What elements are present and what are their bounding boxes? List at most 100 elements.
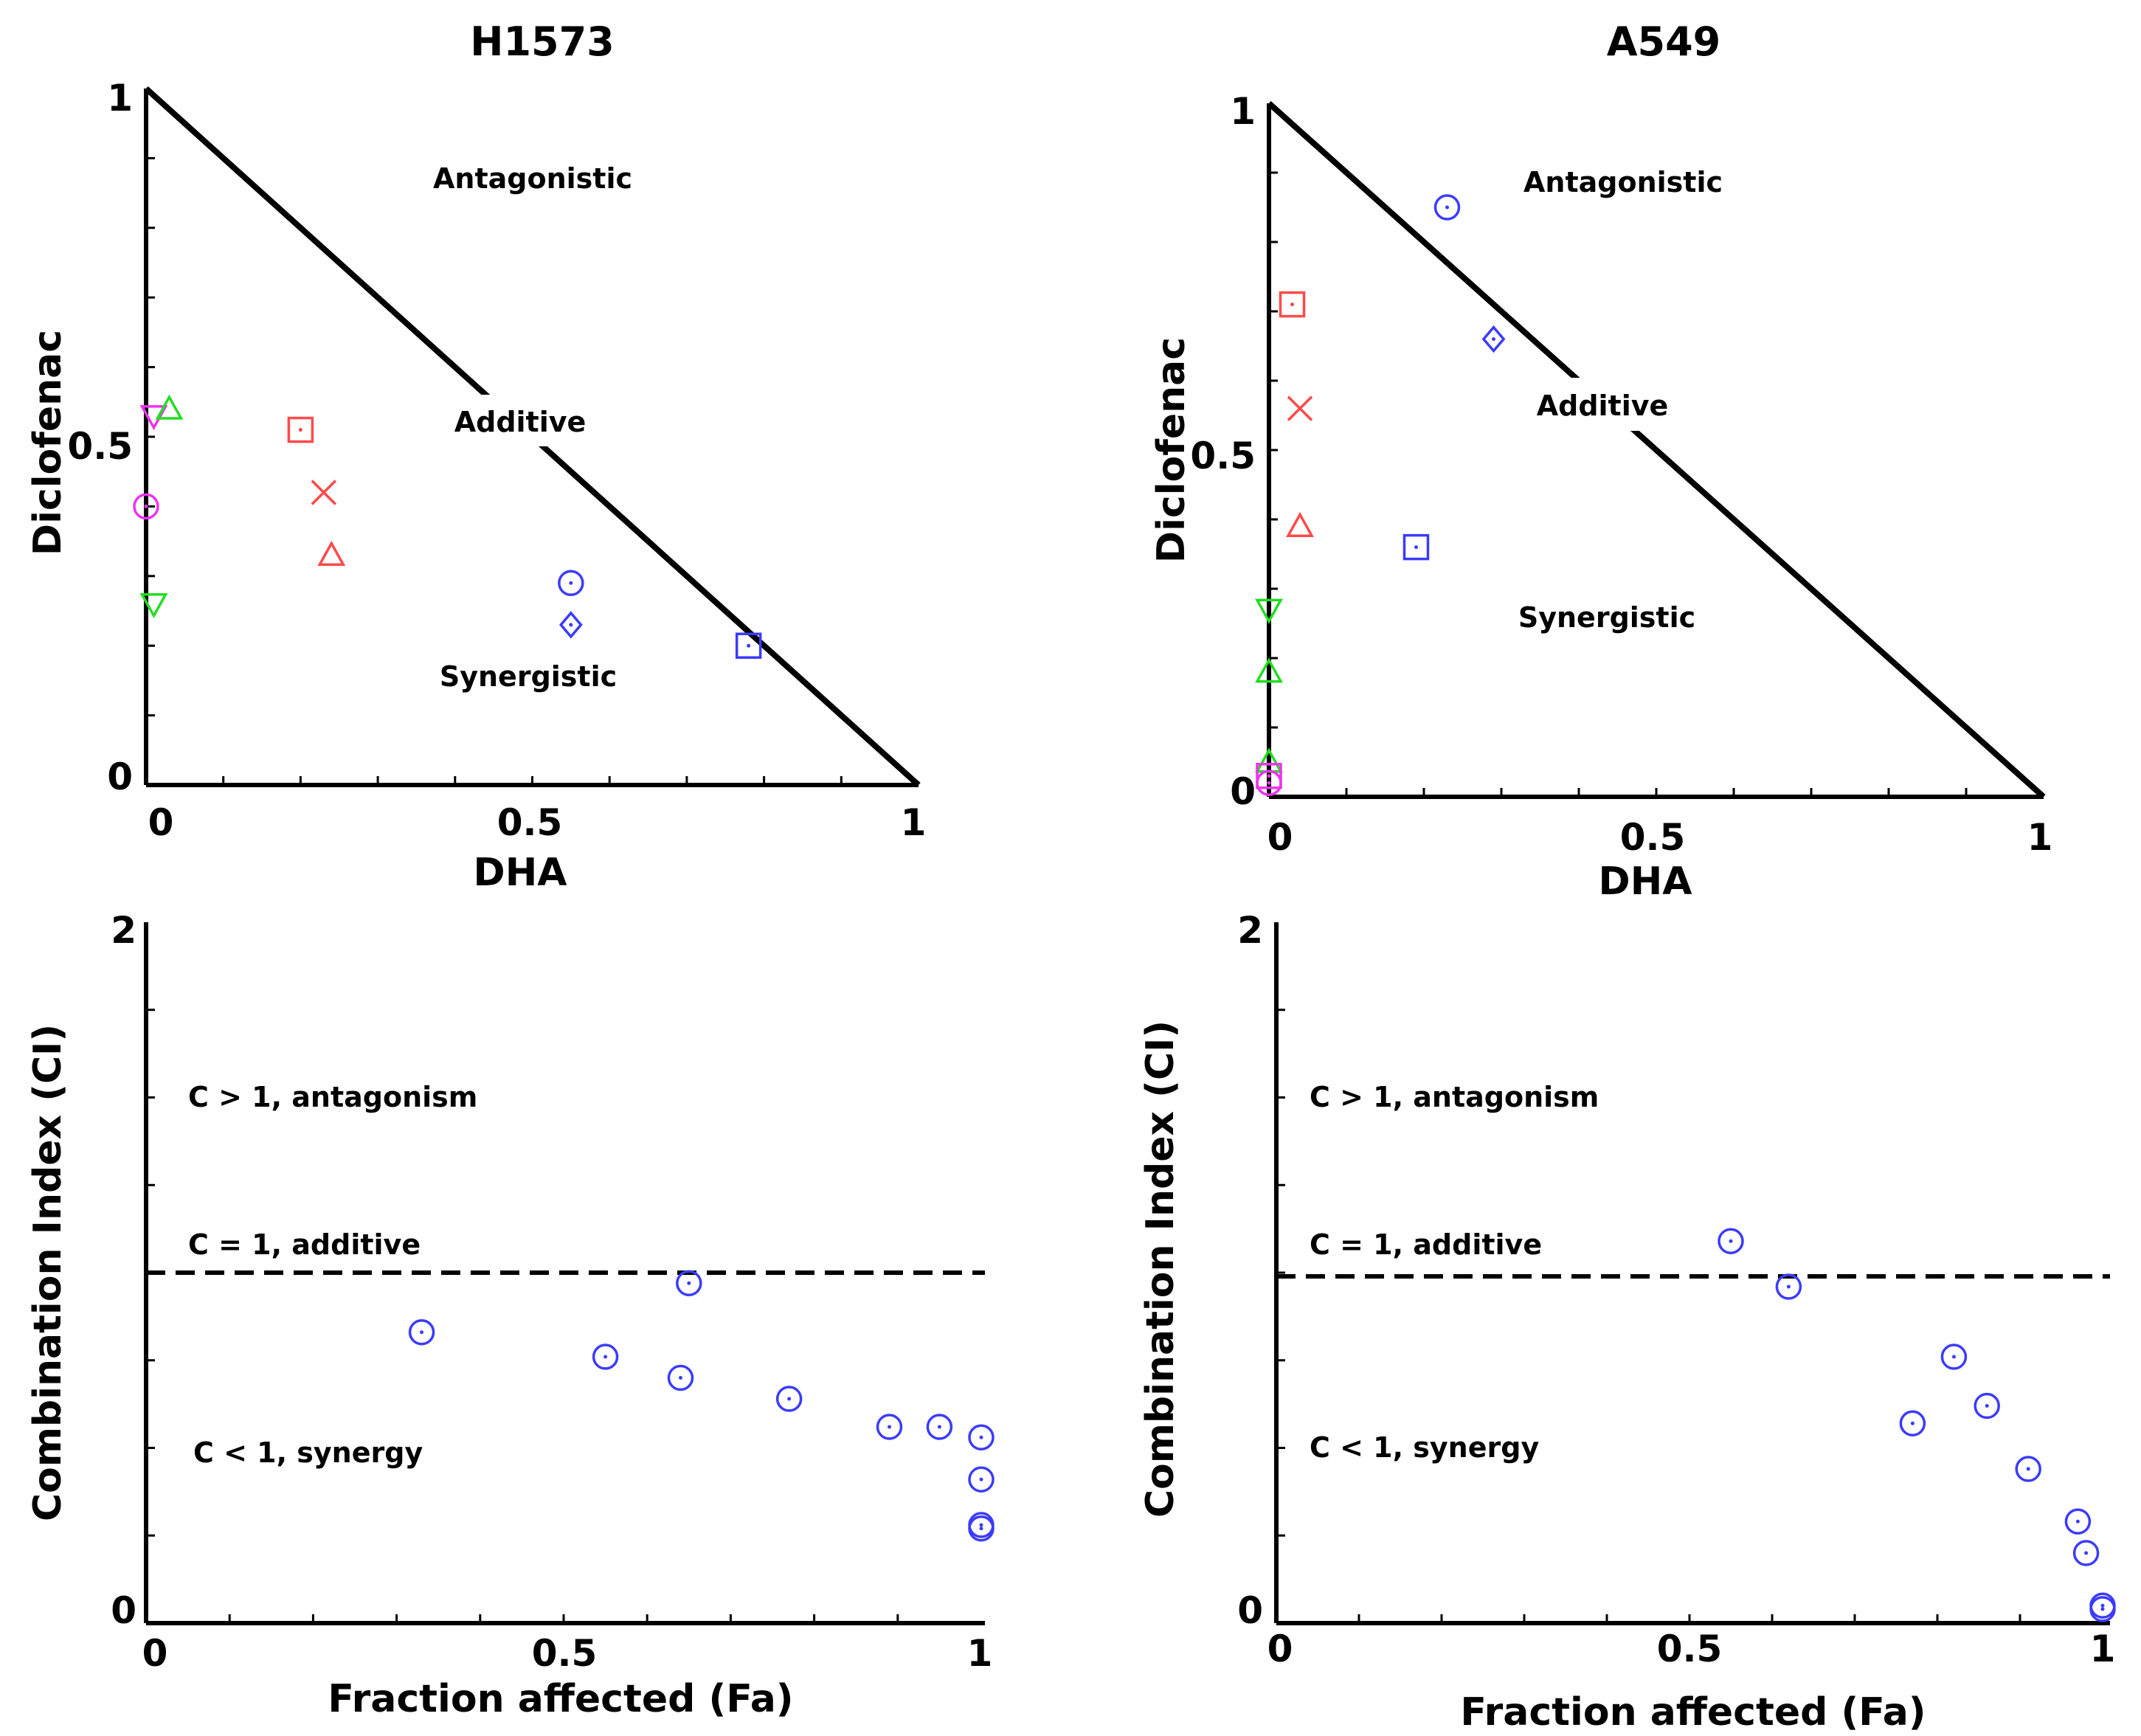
circle-marker bbox=[968, 1515, 995, 1542]
circle-marker bbox=[1433, 194, 1461, 221]
panel-title: A549 bbox=[1607, 18, 1721, 65]
marker-center-dot bbox=[1910, 1421, 1915, 1425]
data-point bbox=[155, 394, 184, 420]
panel-title: H1573 bbox=[470, 18, 615, 65]
synergy-label: C < 1, synergy bbox=[1310, 1431, 1539, 1464]
marker-center-dot bbox=[1985, 1404, 1989, 1408]
data-point bbox=[1255, 598, 1283, 624]
data-point bbox=[2015, 1456, 2041, 1482]
triangle-down-marker bbox=[139, 593, 168, 619]
additive-label-bg bbox=[1527, 378, 1682, 431]
y-axis-label: Diclofenac bbox=[1149, 337, 1194, 563]
y-axis-label: Combination Index (CI) bbox=[1138, 1020, 1183, 1518]
y-axis-label: Diclofenac bbox=[26, 330, 70, 556]
data-point bbox=[1481, 325, 1506, 353]
x-axis-label: Fraction affected (Fa) bbox=[1460, 1690, 1926, 1735]
marker-center-dot bbox=[569, 581, 573, 585]
x-axis-label: DHA bbox=[1599, 860, 1692, 904]
data-points bbox=[1255, 194, 1506, 796]
marker-center-dot bbox=[1951, 1355, 1956, 1359]
data-point bbox=[1402, 533, 1430, 561]
y-tick-label-1: 1 bbox=[107, 77, 133, 120]
marker-center-dot bbox=[2100, 1607, 2105, 1611]
data-point bbox=[287, 416, 314, 443]
data-point bbox=[1286, 511, 1314, 537]
circle-marker bbox=[676, 1270, 702, 1296]
data-point bbox=[1718, 1228, 1744, 1254]
data-point bbox=[775, 1386, 803, 1412]
marker-center-dot bbox=[2084, 1551, 2089, 1555]
marker-center-dot bbox=[298, 428, 302, 432]
y-tick-label-0: 0 bbox=[1237, 1589, 1263, 1632]
marker-center-dot bbox=[979, 1435, 983, 1439]
circle-marker bbox=[1256, 770, 1282, 796]
data-point bbox=[2089, 1596, 2116, 1622]
synergistic-label: Synergistic bbox=[1518, 601, 1695, 634]
marker-center-dot bbox=[569, 623, 573, 627]
square-marker bbox=[1279, 291, 1306, 318]
marker-center-dot bbox=[687, 1281, 691, 1285]
a549-isobologram: A549 1 0.5 0 0 0.5 1 DHA Diclofenac Anta… bbox=[1149, 18, 2052, 904]
additive-label: C = 1, additive bbox=[1310, 1228, 1542, 1261]
data-point bbox=[926, 1414, 953, 1440]
circle-marker bbox=[2064, 1508, 2092, 1535]
marker-center-dot bbox=[1445, 205, 1449, 210]
marker-center-dot bbox=[144, 504, 148, 508]
x-tick-label-1: 1 bbox=[2090, 1628, 2116, 1670]
x-marker-stroke bbox=[311, 480, 337, 505]
synergistic-label: Synergistic bbox=[440, 660, 617, 693]
data-point bbox=[1433, 194, 1461, 221]
circle-marker bbox=[1974, 1392, 2000, 1419]
data-points bbox=[408, 1270, 995, 1542]
marker-center-dot bbox=[747, 643, 751, 648]
additive-label-bg bbox=[452, 395, 592, 446]
marker-center-dot bbox=[678, 1376, 682, 1380]
data-point bbox=[968, 1466, 995, 1493]
marker-center-dot bbox=[887, 1425, 891, 1429]
marker-center-dot bbox=[1786, 1284, 1791, 1289]
data-point bbox=[1256, 770, 1282, 796]
data-point bbox=[676, 1270, 702, 1296]
x-tick-label-0-5: 0.5 bbox=[497, 801, 563, 844]
x-axis-label: DHA bbox=[474, 851, 567, 895]
circle-marker bbox=[408, 1319, 435, 1346]
data-point bbox=[1775, 1273, 1802, 1300]
x-tick-label-0: 0 bbox=[148, 801, 174, 844]
y-tick-label-2: 2 bbox=[1237, 909, 1263, 952]
marker-center-dot bbox=[420, 1330, 424, 1335]
h1573-combination-index: 2 0 0 0.5 1 Fraction affected (Fa) Combi… bbox=[26, 909, 995, 1721]
circle-marker bbox=[926, 1414, 953, 1440]
marker-center-dot bbox=[1267, 774, 1271, 778]
square-marker bbox=[1256, 763, 1282, 789]
triangle-up-marker bbox=[317, 540, 346, 567]
y-tick-label-0: 0 bbox=[1230, 770, 1256, 813]
triangle-down-marker bbox=[139, 405, 168, 431]
marker-center-dot bbox=[1267, 781, 1271, 785]
data-point bbox=[735, 632, 762, 659]
marker-center-dot bbox=[2026, 1467, 2030, 1471]
triangle-up-marker bbox=[1286, 511, 1314, 537]
data-point bbox=[1287, 395, 1313, 421]
triangle-up-marker bbox=[1255, 657, 1283, 683]
data-point bbox=[968, 1515, 995, 1542]
data-points bbox=[1718, 1228, 2116, 1622]
y-tick-label-0: 0 bbox=[107, 755, 133, 798]
marker-center-dot bbox=[979, 1523, 983, 1527]
marker-center-dot bbox=[1414, 545, 1418, 550]
data-point bbox=[592, 1344, 619, 1370]
circle-marker bbox=[667, 1364, 694, 1391]
x-tick-label-0-5: 0.5 bbox=[532, 1632, 598, 1675]
circle-marker bbox=[968, 1424, 995, 1450]
data-point bbox=[558, 570, 584, 596]
marker-center-dot bbox=[787, 1397, 792, 1401]
triangle-down-marker bbox=[1255, 598, 1283, 624]
antagonism-label: C > 1, antagonism bbox=[188, 1081, 477, 1113]
synergy-label: C < 1, synergy bbox=[193, 1436, 423, 1469]
circle-marker bbox=[1899, 1410, 1926, 1436]
square-marker bbox=[735, 632, 762, 659]
circle-marker bbox=[1718, 1228, 1744, 1254]
circle-marker bbox=[1940, 1344, 1968, 1370]
tick-marks bbox=[1269, 171, 1968, 797]
data-point bbox=[2064, 1508, 2092, 1535]
square-marker bbox=[287, 416, 314, 443]
